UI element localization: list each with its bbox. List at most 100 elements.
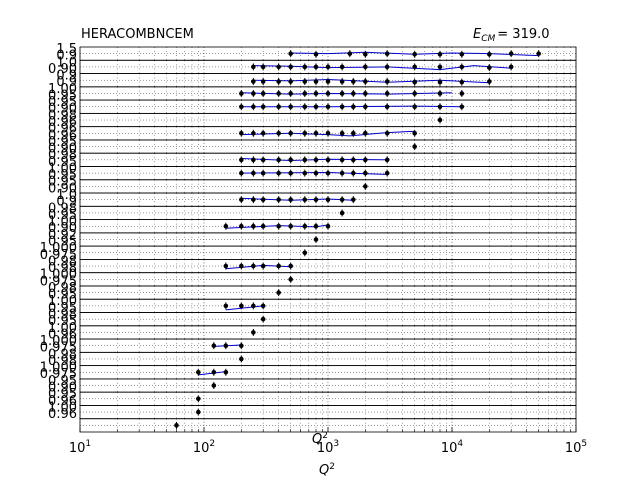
data-point [459, 79, 465, 85]
panel-tick-label: 0.95 [48, 175, 77, 190]
data-point [251, 303, 256, 309]
panel-tick-label: 0.98 [48, 347, 77, 362]
data-point [302, 223, 308, 229]
data-point [487, 65, 492, 70]
panel-19: 1.000.95 [48, 294, 577, 316]
x-axis: 101 102 103 104 105 [69, 427, 587, 456]
data-point [302, 157, 308, 163]
data-point [302, 130, 308, 136]
data-point [339, 157, 345, 163]
data-point [276, 290, 281, 295]
data-point [251, 79, 256, 84]
panel-tick-label: 0.95 [48, 168, 77, 183]
data-point [339, 170, 345, 176]
data-point [288, 277, 293, 282]
panel-tick-label: 0.9 [56, 69, 77, 84]
data-point [351, 91, 356, 96]
data-point [437, 91, 443, 96]
data-point [196, 396, 201, 402]
data-point [239, 197, 244, 202]
data-point [288, 157, 293, 163]
data-point [412, 144, 417, 149]
data-point [363, 104, 368, 110]
panel-tick-label: 0.96 [48, 128, 77, 143]
data-point [325, 197, 331, 202]
data-point [211, 369, 217, 375]
data-point [437, 79, 443, 85]
panel-tick-label: 0.90 [48, 381, 77, 396]
data-point [325, 130, 331, 136]
data-point [412, 104, 417, 110]
chart-title: HERACOMBNCEM [81, 27, 194, 42]
data-point [260, 130, 266, 136]
data-point [239, 104, 244, 110]
data-point [325, 79, 331, 84]
panel-tick-label: 0.90 [48, 181, 77, 196]
data-point [288, 263, 293, 269]
data-point [239, 170, 244, 176]
data-point [351, 79, 356, 84]
data-point [363, 157, 368, 163]
data-point [276, 197, 281, 202]
panel-tick-label: 0.96 [48, 394, 77, 409]
data-point [223, 263, 229, 269]
data-point [437, 64, 443, 70]
data-point [288, 223, 293, 229]
theory-curve [241, 130, 415, 137]
data-point [260, 223, 266, 229]
data-point [325, 91, 331, 96]
panel-tick-label: 0.98 [48, 148, 77, 163]
panel-tick-label: 1.5 [56, 42, 77, 57]
data-point [339, 79, 345, 84]
data-point [313, 52, 319, 57]
panel-tick-label: 0.98 [48, 354, 77, 369]
panel-tick-label: 1.00 [48, 400, 77, 415]
data-point [239, 91, 244, 96]
data-point [384, 157, 390, 163]
data-point [302, 250, 308, 256]
data-point [412, 64, 417, 70]
data-point [302, 79, 308, 84]
data-point [339, 130, 345, 136]
data-point [325, 170, 331, 176]
data-point [384, 79, 390, 84]
data-point [288, 91, 293, 96]
data-point [313, 197, 319, 202]
data-point [459, 104, 465, 110]
data-point [251, 104, 256, 110]
data-point [260, 303, 266, 309]
data-point [251, 91, 256, 96]
data-point [239, 303, 244, 309]
data-point [459, 64, 465, 70]
x-tick-label: 103 [317, 439, 339, 456]
panel-tick-label: 0.975 [40, 248, 77, 263]
panel-0: 1.50.9 [56, 42, 577, 64]
data-point [239, 263, 244, 269]
data-point [251, 330, 256, 335]
panel-tick-label: 0.96 [48, 327, 77, 342]
data-point [363, 184, 368, 189]
data-point [302, 197, 308, 202]
panel-13: 1.000.90 [48, 215, 577, 236]
data-point [363, 170, 368, 176]
panel-tick-label: 1.000 [40, 334, 77, 349]
panel-tick-label: 1.0 [56, 188, 77, 203]
theory-curve [225, 305, 264, 311]
data-point [260, 91, 266, 96]
x-tick-label: 101 [69, 439, 91, 456]
ecm-label: ECM = 319.0 [473, 27, 550, 44]
data-point [251, 170, 256, 176]
data-point [276, 91, 281, 96]
panel-tick-label: 0.98 [48, 201, 77, 216]
data-point [384, 51, 390, 56]
data-point [313, 91, 319, 96]
ecm-value: = 319.0 [497, 27, 549, 42]
data-point [239, 130, 244, 136]
data-point [339, 104, 345, 110]
data-point [260, 263, 266, 269]
panel-26: 0.950.96 [48, 387, 577, 409]
data-point [508, 51, 514, 56]
data-point [288, 64, 293, 70]
